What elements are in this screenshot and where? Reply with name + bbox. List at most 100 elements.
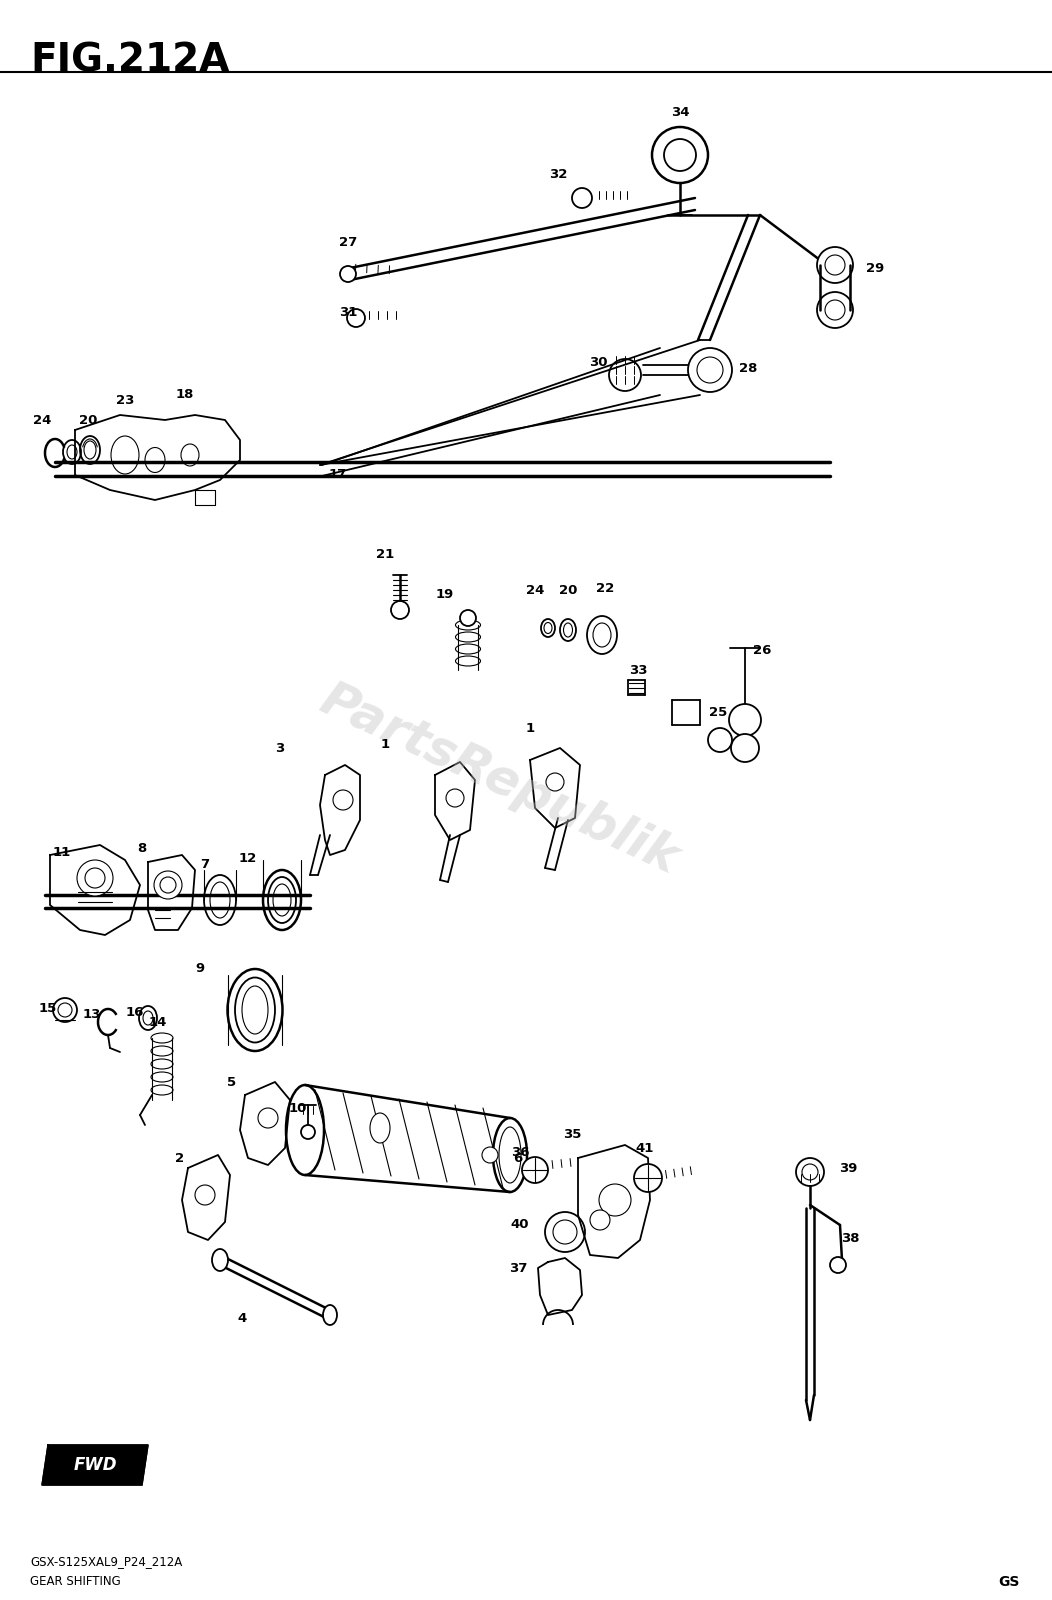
Text: 17: 17 <box>329 469 347 482</box>
Circle shape <box>664 139 696 171</box>
Circle shape <box>708 728 732 752</box>
Ellipse shape <box>370 1114 390 1142</box>
Text: 4: 4 <box>238 1312 246 1325</box>
Text: 24: 24 <box>33 413 52 427</box>
Text: FWD: FWD <box>74 1456 117 1474</box>
Text: 10: 10 <box>289 1101 307 1115</box>
Ellipse shape <box>286 1085 324 1174</box>
Polygon shape <box>148 854 195 930</box>
Circle shape <box>729 704 761 736</box>
Circle shape <box>482 1147 498 1163</box>
Text: 30: 30 <box>589 355 607 368</box>
Polygon shape <box>578 1146 650 1258</box>
Circle shape <box>817 291 853 328</box>
Text: 33: 33 <box>629 664 647 677</box>
Ellipse shape <box>227 970 283 1051</box>
Polygon shape <box>538 1258 582 1315</box>
Text: 20: 20 <box>559 584 578 597</box>
Circle shape <box>802 1165 818 1181</box>
Text: 31: 31 <box>339 306 358 318</box>
Text: 23: 23 <box>116 394 135 406</box>
Ellipse shape <box>213 1250 228 1270</box>
Text: 32: 32 <box>549 168 567 181</box>
Text: 3: 3 <box>276 741 285 755</box>
Circle shape <box>609 358 641 390</box>
Circle shape <box>817 246 853 283</box>
Text: 15: 15 <box>39 1002 57 1014</box>
Ellipse shape <box>323 1306 337 1325</box>
Circle shape <box>77 861 113 896</box>
Circle shape <box>697 357 723 382</box>
Circle shape <box>825 301 845 320</box>
Text: 39: 39 <box>838 1162 857 1174</box>
Text: 1: 1 <box>381 739 389 752</box>
Text: 8: 8 <box>138 842 146 854</box>
Circle shape <box>258 1107 278 1128</box>
Text: 37: 37 <box>509 1261 527 1275</box>
Circle shape <box>53 998 77 1022</box>
Text: 26: 26 <box>753 643 771 656</box>
Circle shape <box>545 1213 585 1251</box>
Text: 41: 41 <box>635 1141 654 1155</box>
Text: 36: 36 <box>511 1146 529 1158</box>
Text: 21: 21 <box>376 549 394 562</box>
Text: 19: 19 <box>436 589 454 602</box>
Circle shape <box>731 734 758 762</box>
Text: 40: 40 <box>511 1219 529 1232</box>
Polygon shape <box>75 414 240 499</box>
Circle shape <box>522 1157 548 1182</box>
Text: 5: 5 <box>227 1075 237 1088</box>
Circle shape <box>460 610 476 626</box>
Text: 16: 16 <box>126 1005 144 1019</box>
Text: 14: 14 <box>148 1016 167 1029</box>
Text: GEAR SHIFTING: GEAR SHIFTING <box>31 1574 121 1587</box>
Polygon shape <box>42 1445 148 1485</box>
Text: 38: 38 <box>841 1232 859 1245</box>
Circle shape <box>572 187 592 208</box>
Text: 11: 11 <box>53 845 72 859</box>
Text: 25: 25 <box>709 706 727 718</box>
Polygon shape <box>240 1082 290 1165</box>
Circle shape <box>85 867 105 888</box>
Circle shape <box>546 773 564 790</box>
Text: 24: 24 <box>526 584 544 597</box>
Circle shape <box>301 1125 315 1139</box>
Circle shape <box>652 126 708 182</box>
Text: GS: GS <box>998 1574 1020 1589</box>
Text: PartsRepublik: PartsRepublik <box>313 675 687 885</box>
Text: 18: 18 <box>176 389 195 402</box>
Text: 22: 22 <box>595 581 614 595</box>
Circle shape <box>688 349 732 392</box>
Circle shape <box>446 789 464 806</box>
Circle shape <box>154 870 182 899</box>
Circle shape <box>825 254 845 275</box>
Circle shape <box>333 790 353 810</box>
Circle shape <box>340 266 356 282</box>
Circle shape <box>599 1184 631 1216</box>
Text: 34: 34 <box>671 106 689 118</box>
Text: 20: 20 <box>79 413 97 427</box>
Text: 6: 6 <box>513 1152 523 1165</box>
Circle shape <box>347 309 365 326</box>
Polygon shape <box>530 749 580 829</box>
Circle shape <box>195 1186 215 1205</box>
Circle shape <box>634 1165 662 1192</box>
Circle shape <box>391 602 409 619</box>
Circle shape <box>553 1219 576 1245</box>
Circle shape <box>58 1003 72 1018</box>
Polygon shape <box>50 845 140 934</box>
Polygon shape <box>434 762 476 840</box>
Circle shape <box>160 877 176 893</box>
Polygon shape <box>320 765 360 854</box>
Text: 1: 1 <box>525 722 534 734</box>
Text: 7: 7 <box>201 859 209 872</box>
Text: 9: 9 <box>196 962 204 974</box>
Text: 13: 13 <box>83 1008 101 1021</box>
Text: 35: 35 <box>563 1128 581 1141</box>
Text: 28: 28 <box>739 362 757 374</box>
Circle shape <box>830 1258 846 1274</box>
Circle shape <box>796 1158 824 1186</box>
Text: 2: 2 <box>176 1152 184 1165</box>
Text: 27: 27 <box>339 235 357 248</box>
Text: 12: 12 <box>239 851 257 864</box>
